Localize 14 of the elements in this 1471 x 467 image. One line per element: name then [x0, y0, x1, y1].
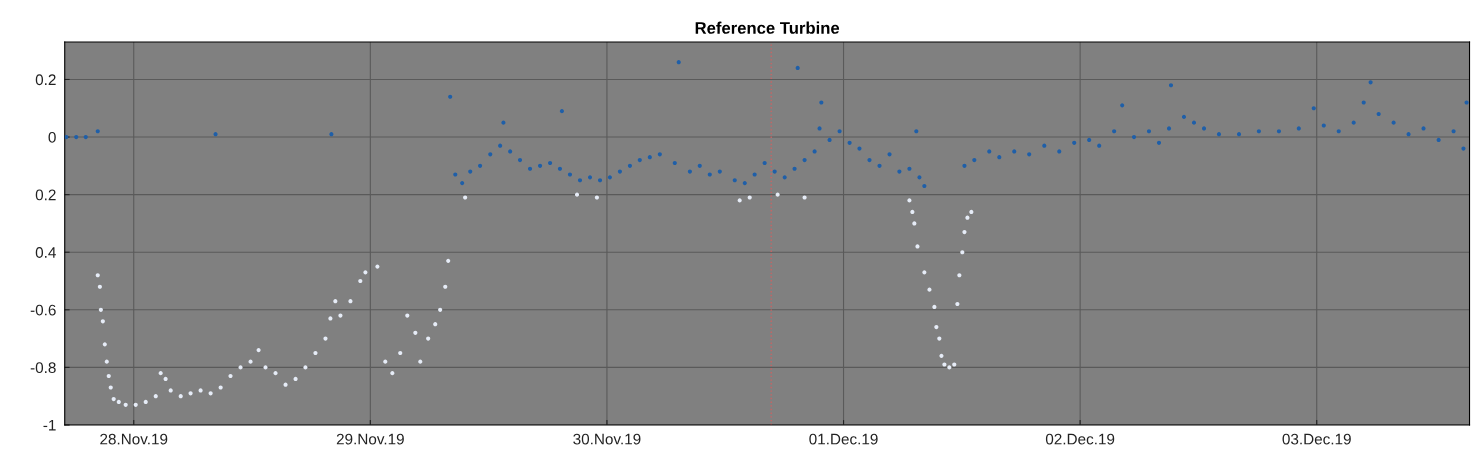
x-tick-label: 01.Dec.19 [809, 433, 878, 445]
y-tick-label: 0.2 [35, 189, 56, 201]
y-tick-label: -1 [43, 420, 56, 431]
y-tick-label: -0.6 [30, 304, 56, 316]
y-tick-label: 0.2 [35, 74, 56, 86]
x-tick-label: 29.Nov.19 [336, 433, 404, 445]
x-tick-label: 02.Dec.19 [1045, 433, 1115, 445]
x-tick-label: 28.Nov.19 [100, 433, 168, 445]
y-tick-label: 0.4 [35, 247, 56, 258]
x-tick-label: 30.Nov.19 [573, 433, 641, 445]
y-tick-label: -0.8 [30, 362, 56, 374]
x-tick-label: 03.Dec.19 [1282, 433, 1351, 445]
y-tick-label: 0 [48, 131, 56, 143]
chart-title: Reference Turbine [695, 21, 840, 34]
